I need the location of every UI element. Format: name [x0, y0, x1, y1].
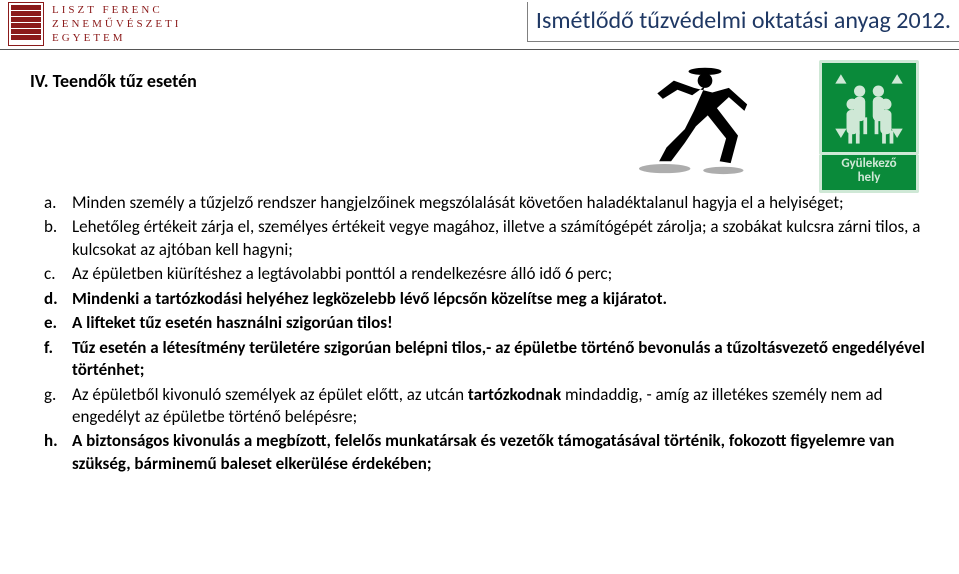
- list-text: Tűz esetén a létesítmény területére szig…: [72, 337, 929, 382]
- logo-line-1: LISZT FERENC: [52, 4, 181, 18]
- logo-line-2: ZENEMŰVÉSZETI: [52, 18, 181, 32]
- list-item: g.Az épületből kivonuló személyek az épü…: [30, 384, 929, 429]
- logo-line-3: EGYETEM: [52, 32, 181, 46]
- list-item: b.Lehetőleg értékeit zárja el, személyes…: [30, 216, 929, 261]
- running-person-icon: [639, 60, 749, 185]
- logo-text: LISZT FERENC ZENEMŰVÉSZETI EGYETEM: [52, 2, 181, 45]
- list-text: Az épületben kiürítéshez a legtávolabbi …: [72, 263, 929, 285]
- list-marker: c.: [30, 263, 72, 285]
- assembly-sign-board: [819, 60, 919, 155]
- list-text: Minden személy a tűzjelző rendszer hangj…: [72, 192, 929, 214]
- list-marker: a.: [30, 192, 72, 214]
- list-item: e.A lifteket tűz esetén használni szigor…: [30, 312, 929, 334]
- header-title: Ismétlődő tűzvédelmi oktatási anyag 2012…: [536, 6, 951, 35]
- list-text: Lehetőleg értékeit zárja el, személyes é…: [72, 216, 929, 261]
- list-text: A lifteket tűz esetén használni szigorúa…: [72, 312, 929, 334]
- logo-icon: [8, 2, 44, 46]
- list-text: A biztonságos kivonulás a megbízott, fel…: [72, 430, 929, 475]
- list-item: d.Mindenki a tartózkodási helyéhez legkö…: [30, 288, 929, 310]
- list-marker: f.: [30, 337, 72, 382]
- header-title-box: Ismétlődő tűzvédelmi oktatási anyag 2012…: [527, 2, 959, 42]
- instruction-list: a.Minden személy a tűzjelző rendszer han…: [30, 192, 929, 475]
- content-area: IV. Teendők tűz esetén: [0, 50, 959, 475]
- page-header: LISZT FERENC ZENEMŰVÉSZETI EGYETEM Ismét…: [0, 0, 959, 50]
- list-item: h.A biztonságos kivonulás a megbízott, f…: [30, 430, 929, 475]
- list-marker: d.: [30, 288, 72, 310]
- sign-label-line2: hely: [858, 170, 881, 185]
- list-marker: g.: [30, 384, 72, 429]
- list-text: Az épületből kivonuló személyek az épüle…: [72, 384, 929, 429]
- list-item: a.Minden személy a tűzjelző rendszer han…: [30, 192, 929, 214]
- sign-label-line1: Gyülekező: [841, 156, 896, 171]
- list-item: f.Tűz esetén a létesítmény területére sz…: [30, 337, 929, 382]
- graphics-row: Gyülekező hely: [639, 60, 919, 193]
- list-item: c.Az épületben kiürítéshez a legtávolabb…: [30, 263, 929, 285]
- assembly-sign-label: Gyülekező hely: [819, 155, 919, 193]
- list-marker: h.: [30, 430, 72, 475]
- list-marker: b.: [30, 216, 72, 261]
- list-marker: e.: [30, 312, 72, 334]
- university-logo: LISZT FERENC ZENEMŰVÉSZETI EGYETEM: [0, 2, 181, 46]
- assembly-point-sign: Gyülekező hely: [819, 60, 919, 193]
- list-text: Mindenki a tartózkodási helyéhez legköze…: [72, 288, 929, 310]
